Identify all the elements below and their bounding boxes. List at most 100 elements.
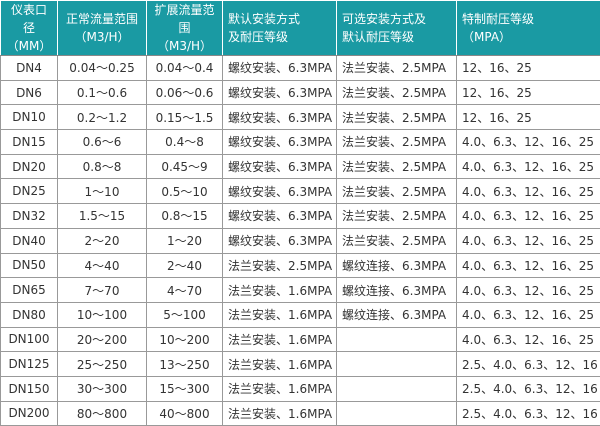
cell-normal-flow: 1.5～15 xyxy=(58,204,147,229)
cell-caliber: DN25 xyxy=(1,179,58,204)
header-extended-flow: 扩展流量范围（M3/H） xyxy=(147,1,223,56)
cell-normal-flow: 7～70 xyxy=(58,278,147,303)
cell-default-install: 螺纹安装、6.3MPA xyxy=(223,204,337,229)
cell-normal-flow: 20～200 xyxy=(58,327,147,352)
cell-special-pressure: 4.0、6.3、12、16、25 xyxy=(457,302,600,327)
cell-extended-flow: 0.06～0.6 xyxy=(147,80,223,105)
cell-default-install: 法兰安装、1.6MPA xyxy=(223,352,337,377)
cell-default-install: 螺纹安装、6.3MPA xyxy=(223,130,337,155)
cell-default-install: 法兰安装、2.5MPA xyxy=(223,253,337,278)
header-line: 默认耐压等级 xyxy=(342,28,451,46)
cell-optional-install xyxy=(337,401,457,426)
cell-default-install: 法兰安装、1.6MPA xyxy=(223,327,337,352)
cell-special-pressure: 2.5、4.0、6.3、12、16 xyxy=(457,376,600,401)
header-line: 默认安装方式 xyxy=(228,10,331,28)
cell-special-pressure: 4.0、6.3、12、16、25 xyxy=(457,154,600,179)
cell-special-pressure: 4.0、6.3、12、16、25 xyxy=(457,253,600,278)
cell-caliber: DN80 xyxy=(1,302,58,327)
cell-special-pressure: 4.0、6.3、12、16、25 xyxy=(457,228,600,253)
cell-optional-install xyxy=(337,327,457,352)
cell-default-install: 螺纹安装、6.3MPA xyxy=(223,228,337,253)
cell-normal-flow: 80～800 xyxy=(58,401,147,426)
cell-caliber: DN50 xyxy=(1,253,58,278)
cell-optional-install: 法兰安装、2.5MPA xyxy=(337,105,457,130)
cell-optional-install xyxy=(337,352,457,377)
header-line: 正常流量范围 xyxy=(63,10,141,28)
header-caliber: 仪表口径（MM） xyxy=(1,1,58,56)
header-special-pressure: 特制耐压等级（MPA） xyxy=(457,1,600,56)
cell-special-pressure: 12、16、25 xyxy=(457,105,600,130)
cell-caliber: DN10 xyxy=(1,105,58,130)
cell-default-install: 法兰安装、1.6MPA xyxy=(223,401,337,426)
cell-extended-flow: 4～70 xyxy=(147,278,223,303)
cell-extended-flow: 15～300 xyxy=(147,376,223,401)
header-line: 可选安装方式及 xyxy=(342,10,451,28)
header-line: 扩展流量范围 xyxy=(152,1,217,37)
header-line: （MM） xyxy=(6,37,52,55)
header-line: （M3/H） xyxy=(152,37,217,55)
header-line: （M3/H） xyxy=(63,28,141,46)
header-row: 仪表口径（MM）正常流量范围（M3/H）扩展流量范围（M3/H）默认安装方式及耐… xyxy=(1,1,600,56)
cell-optional-install: 法兰安装、2.5MPA xyxy=(337,154,457,179)
cell-optional-install: 法兰安装、2.5MPA xyxy=(337,80,457,105)
cell-special-pressure: 2.5、4.0、6.3、12、16 xyxy=(457,352,600,377)
cell-optional-install: 螺纹连接、6.3MPA xyxy=(337,302,457,327)
cell-normal-flow: 25～250 xyxy=(58,352,147,377)
cell-extended-flow: 13～250 xyxy=(147,352,223,377)
cell-optional-install: 螺纹连接、6.3MPA xyxy=(337,278,457,303)
cell-normal-flow: 0.8～8 xyxy=(58,154,147,179)
cell-normal-flow: 4～40 xyxy=(58,253,147,278)
cell-optional-install: 法兰安装、2.5MPA xyxy=(337,56,457,81)
header-line: （MPA） xyxy=(462,28,595,46)
cell-optional-install: 螺纹连接、6.3MPA xyxy=(337,253,457,278)
cell-normal-flow: 2～20 xyxy=(58,228,147,253)
cell-caliber: DN65 xyxy=(1,278,58,303)
cell-caliber: DN40 xyxy=(1,228,58,253)
cell-default-install: 法兰安装、1.6MPA xyxy=(223,278,337,303)
header-default-install: 默认安装方式及耐压等级 xyxy=(223,1,337,56)
cell-default-install: 螺纹安装、6.3MPA xyxy=(223,80,337,105)
cell-normal-flow: 0.1～0.6 xyxy=(58,80,147,105)
cell-normal-flow: 0.04～0.25 xyxy=(58,56,147,81)
cell-special-pressure: 2.5、4.0、6.3、12、16 xyxy=(457,401,600,426)
cell-extended-flow: 0.45～9 xyxy=(147,154,223,179)
cell-caliber: DN150 xyxy=(1,376,58,401)
cell-optional-install: 法兰安装、2.5MPA xyxy=(337,204,457,229)
cell-special-pressure: 4.0、6.3、12、16、25 xyxy=(457,130,600,155)
cell-optional-install: 法兰安装、2.5MPA xyxy=(337,130,457,155)
cell-caliber: DN6 xyxy=(1,80,58,105)
cell-optional-install xyxy=(337,376,457,401)
cell-normal-flow: 1～10 xyxy=(58,179,147,204)
cell-optional-install: 法兰安装、2.5MPA xyxy=(337,228,457,253)
cell-extended-flow: 0.15～1.5 xyxy=(147,105,223,130)
cell-default-install: 螺纹安装、6.3MPA xyxy=(223,105,337,130)
cell-caliber: DN125 xyxy=(1,352,58,377)
cell-caliber: DN4 xyxy=(1,56,58,81)
cell-default-install: 螺纹安装、6.3MPA xyxy=(223,56,337,81)
cell-caliber: DN32 xyxy=(1,204,58,229)
cell-extended-flow: 2～40 xyxy=(147,253,223,278)
cell-normal-flow: 0.2～1.2 xyxy=(58,105,147,130)
cell-special-pressure: 4.0、6.3、12、16、25 xyxy=(457,278,600,303)
cell-special-pressure: 12、16、25 xyxy=(457,56,600,81)
cell-default-install: 法兰安装、1.6MPA xyxy=(223,376,337,401)
cell-normal-flow: 30～300 xyxy=(58,376,147,401)
cell-caliber: DN20 xyxy=(1,154,58,179)
cell-extended-flow: 10～200 xyxy=(147,327,223,352)
header-optional-install: 可选安装方式及默认耐压等级 xyxy=(337,1,457,56)
cell-extended-flow: 40～800 xyxy=(147,401,223,426)
cell-caliber: DN100 xyxy=(1,327,58,352)
cell-extended-flow: 1～20 xyxy=(147,228,223,253)
header-normal-flow: 正常流量范围（M3/H） xyxy=(58,1,147,56)
